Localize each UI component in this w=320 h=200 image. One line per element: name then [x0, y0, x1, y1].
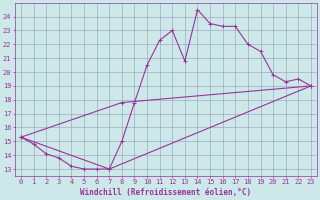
X-axis label: Windchill (Refroidissement éolien,°C): Windchill (Refroidissement éolien,°C): [80, 188, 252, 197]
